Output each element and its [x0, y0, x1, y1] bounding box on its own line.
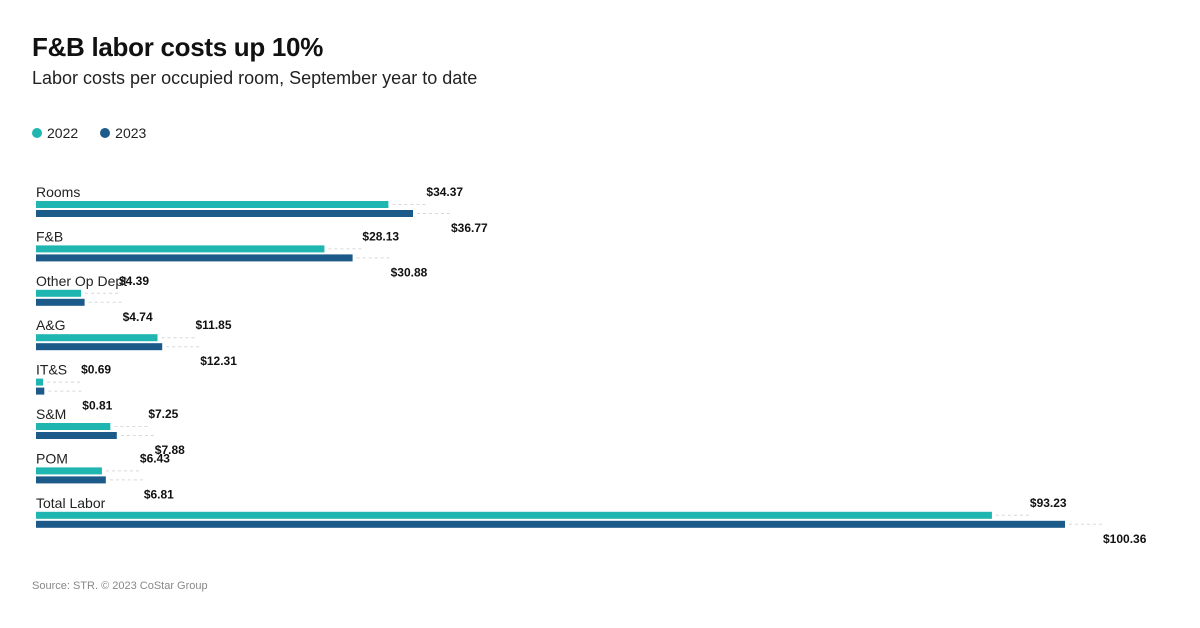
value-label-fandb-2022: $28.13 — [362, 229, 399, 243]
value-label-aandg-2023: $12.31 — [200, 354, 237, 368]
category-label-fandb: F&B — [36, 228, 63, 244]
value-label-sandm-2023: $7.88 — [155, 443, 185, 457]
value-label-total-labor-2023: $100.36 — [1103, 532, 1147, 546]
bar-rooms-2023 — [36, 210, 414, 217]
bar-pom-2022 — [36, 467, 102, 475]
bar-pom-2023 — [36, 476, 106, 484]
bar-total-labor-2022 — [36, 511, 992, 519]
value-label-other-op-dept-2022: $4.39 — [119, 274, 149, 288]
value-label-aandg-2022: $11.85 — [195, 318, 231, 332]
source-note: Source: STR. © 2023 CoStar Group — [32, 580, 208, 592]
value-label-total-labor-2022: $93.23 — [1030, 496, 1067, 510]
bar-aandg-2023 — [36, 343, 163, 351]
value-label-itands-2023: $0.81 — [82, 399, 112, 413]
bar-other-op-dept-2023 — [36, 298, 85, 306]
value-label-pom-2023: $6.81 — [144, 487, 174, 501]
legend: 2022 2023 — [32, 125, 146, 141]
bar-itands-2023 — [36, 387, 45, 395]
bar-other-op-dept-2022 — [36, 289, 82, 297]
bar-sandm-2023 — [36, 432, 117, 439]
category-label-pom: POM — [36, 450, 68, 466]
bar-fandb-2022 — [36, 245, 325, 253]
legend-swatch-2023 — [100, 128, 111, 138]
bar-itands-2022 — [36, 378, 44, 386]
legend-swatch-2022 — [32, 128, 42, 138]
category-label-total-labor: Total Labor — [36, 495, 106, 511]
bar-sandm-2022 — [36, 423, 111, 430]
value-label-rooms-2022: $34.37 — [426, 185, 463, 199]
legend-item-2022: 2022 — [32, 125, 78, 141]
bar-aandg-2022 — [36, 334, 158, 342]
legend-label-2023: 2023 — [115, 125, 147, 141]
bar-fandb-2023 — [36, 254, 353, 262]
category-label-rooms: Rooms — [36, 184, 80, 200]
chart-title: F&B labor costs up 10% — [32, 32, 324, 62]
category-label-other-op-dept: Other Op Dept — [36, 273, 127, 289]
bar-rooms-2022 — [36, 201, 389, 208]
chart-subtitle: Labor costs per occupied room, September… — [32, 68, 478, 88]
bar-total-labor-2023 — [36, 520, 1065, 528]
category-label-itands: IT&S — [36, 362, 67, 378]
legend-label-2022: 2022 — [47, 125, 79, 141]
category-label-sandm: S&M — [36, 406, 66, 422]
value-label-pom-2022: $6.43 — [140, 451, 170, 465]
legend-item-2023: 2023 — [100, 125, 146, 141]
value-label-rooms-2023: $36.77 — [451, 221, 488, 235]
category-label-aandg: A&G — [36, 317, 66, 333]
value-label-other-op-dept-2023: $4.74 — [123, 310, 153, 324]
value-label-fandb-2023: $30.88 — [391, 265, 428, 279]
value-label-sandm-2022: $7.25 — [148, 407, 178, 421]
value-label-itands-2022: $0.69 — [81, 363, 111, 377]
